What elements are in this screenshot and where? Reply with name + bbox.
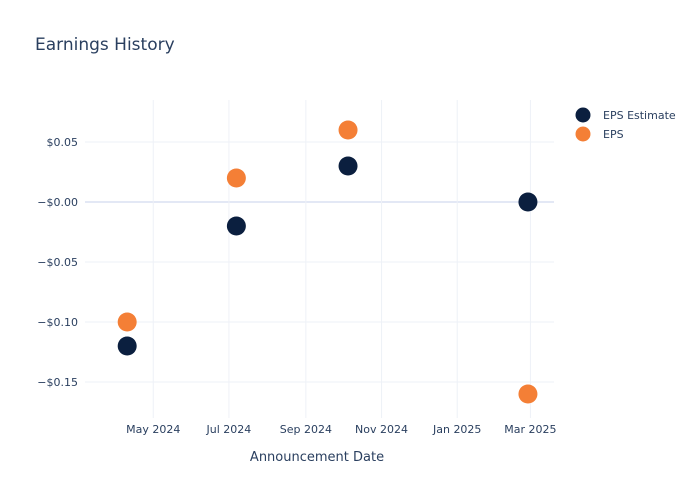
legend-marker	[575, 126, 591, 142]
data-point	[338, 120, 358, 140]
y-tick-label: −$0.15	[37, 376, 78, 389]
x-tick-label: Mar 2025	[504, 423, 556, 436]
legend-item[interactable]: EPS Estimate	[575, 107, 676, 123]
y-tick-label: $0.05	[47, 136, 79, 149]
x-tick-label: Sep 2024	[280, 423, 332, 436]
y-axis: $0.05 −$0.00 −$0.05 −$0.10 −$0.15	[37, 136, 78, 389]
data-point	[226, 168, 246, 188]
data-point	[117, 336, 137, 356]
grid	[85, 100, 554, 418]
series-eps-estimate	[117, 156, 538, 356]
data-point	[226, 216, 246, 236]
series-eps	[117, 120, 538, 404]
data-point	[518, 384, 538, 404]
legend-label: EPS Estimate	[603, 109, 676, 122]
legend-label: EPS	[603, 128, 624, 141]
y-tick-label: −$0.10	[37, 316, 78, 329]
data-point	[338, 156, 358, 176]
data-point	[117, 312, 137, 332]
y-tick-label: −$0.05	[37, 256, 78, 269]
x-tick-label: Nov 2024	[355, 423, 408, 436]
legend-marker	[575, 107, 591, 123]
y-tick-label: −$0.00	[37, 196, 78, 209]
chart-title: Earnings History	[35, 35, 175, 55]
x-tick-label: May 2024	[126, 423, 180, 436]
x-axis: May 2024 Jul 2024 Sep 2024 Nov 2024 Jan 2025…	[126, 423, 556, 436]
legend[interactable]: EPS Estimate EPS	[575, 107, 676, 142]
x-axis-title: Announcement Date	[250, 450, 384, 465]
legend-item[interactable]: EPS	[575, 126, 624, 142]
x-tick-label: Jan 2025	[432, 423, 481, 436]
data-points	[117, 120, 538, 404]
data-point	[518, 192, 538, 212]
x-tick-label: Jul 2024	[206, 423, 252, 436]
